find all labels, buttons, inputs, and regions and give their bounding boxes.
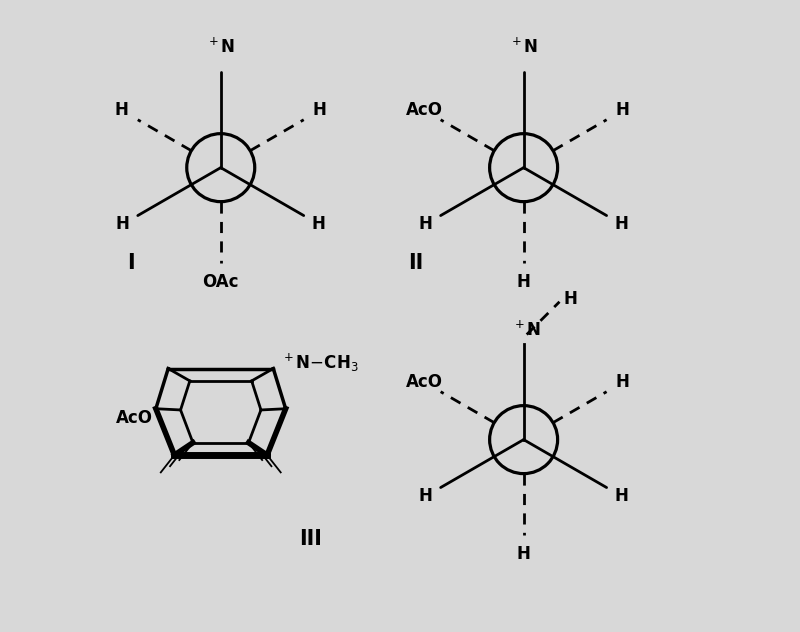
Text: H: H bbox=[564, 289, 578, 308]
Text: H: H bbox=[418, 487, 433, 505]
Text: AcO: AcO bbox=[116, 409, 153, 427]
Text: $^+$N: $^+$N bbox=[509, 37, 538, 57]
Text: AcO: AcO bbox=[406, 102, 443, 119]
Text: H: H bbox=[614, 216, 629, 233]
Text: $^+$N$-$CH$_3$: $^+$N$-$CH$_3$ bbox=[281, 351, 358, 374]
Text: III: III bbox=[299, 528, 322, 549]
Text: H: H bbox=[116, 216, 130, 233]
Text: H: H bbox=[313, 102, 326, 119]
Text: AcO: AcO bbox=[406, 374, 443, 391]
Text: H: H bbox=[517, 545, 530, 563]
Text: $^+$N: $^+$N bbox=[206, 37, 235, 57]
Text: H: H bbox=[418, 216, 433, 233]
Text: H: H bbox=[312, 216, 326, 233]
Text: I: I bbox=[127, 253, 135, 274]
Text: H: H bbox=[616, 374, 630, 391]
Text: II: II bbox=[408, 253, 423, 274]
Text: $^+$N: $^+$N bbox=[512, 320, 542, 340]
Text: H: H bbox=[114, 102, 129, 119]
Text: H: H bbox=[614, 487, 629, 505]
Text: H: H bbox=[616, 102, 630, 119]
Text: H: H bbox=[517, 273, 530, 291]
Text: OAc: OAc bbox=[202, 273, 239, 291]
